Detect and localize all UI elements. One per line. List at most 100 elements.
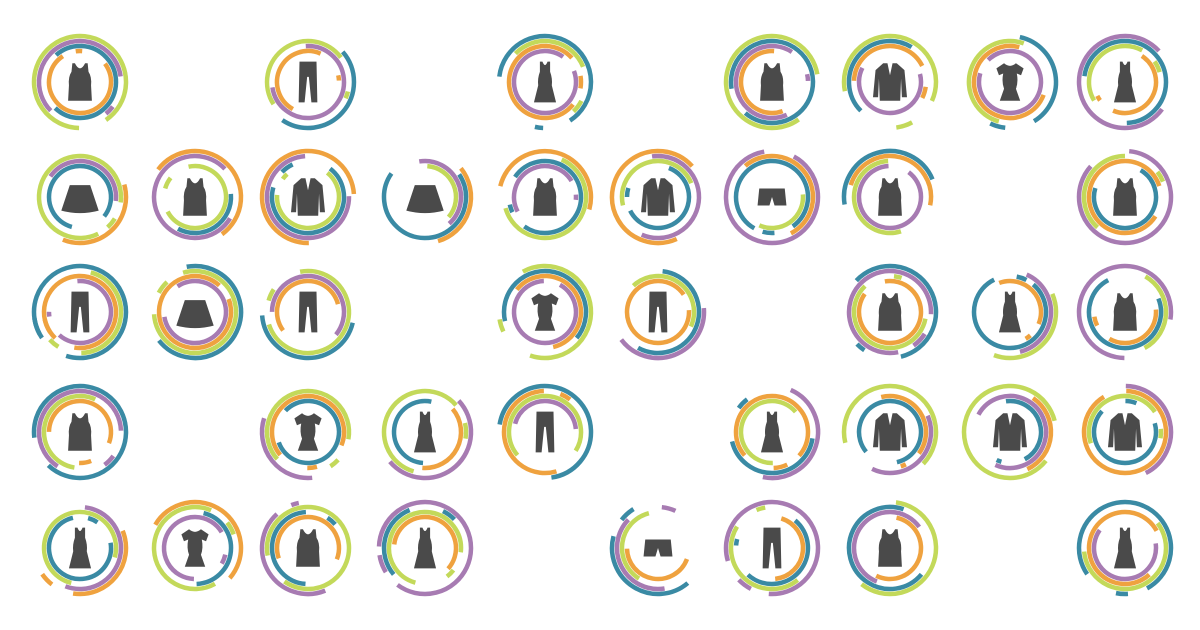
- ring-arc-lime: [841, 33, 939, 102]
- ring-arc-teal: [856, 398, 924, 465]
- ring-arc-lime: [381, 388, 458, 474]
- garment-badge-tank: [1076, 148, 1174, 246]
- garment-badge-tank: [723, 33, 820, 131]
- ring-tick-purple: [988, 51, 1000, 60]
- ring-tick-teal: [1125, 398, 1138, 406]
- ring-arc-orange: [153, 499, 244, 580]
- garment-badge-jacket: [841, 383, 939, 476]
- ring-tick-teal: [32, 317, 42, 336]
- garment-badge-pants: [619, 269, 707, 361]
- ring-arc-lime: [151, 268, 239, 356]
- ring-arc-lime: [966, 38, 1025, 124]
- ring-arc-teal: [281, 50, 357, 131]
- ring-arc-purple: [161, 514, 224, 582]
- ring-arc-orange: [851, 43, 925, 81]
- ring-arc-orange: [46, 398, 114, 444]
- ring-arc-teal: [1082, 38, 1169, 126]
- garment-badge-tank: [846, 500, 939, 597]
- ring-arc-lime: [521, 263, 594, 361]
- jacket-icon: [873, 63, 907, 101]
- jacket-icon: [993, 413, 1027, 451]
- ring-arc-orange: [506, 43, 575, 121]
- ring-arc-purple: [856, 66, 924, 116]
- garment-badge-dress: [1076, 33, 1169, 131]
- jacket-icon: [641, 178, 675, 216]
- ring-tick-teal: [624, 187, 631, 198]
- ring-arc-teal: [381, 172, 469, 241]
- garment-badge-dress: [376, 499, 474, 597]
- ring-arc-teal: [259, 315, 355, 361]
- ring-tick-purple: [219, 554, 228, 565]
- ring-arc-teal: [501, 268, 589, 340]
- garment-badge-jacket: [841, 33, 939, 130]
- garment-badge-tank: [1076, 263, 1174, 361]
- ring-tick-teal: [1016, 274, 1028, 283]
- ring-tick-purple: [377, 554, 388, 574]
- ring-arc-purple: [418, 158, 464, 226]
- ring-arc-teal: [1076, 499, 1174, 591]
- garment-badge-tank: [846, 263, 939, 359]
- ring-arc-orange: [875, 515, 924, 582]
- ring-arc-lime: [961, 383, 1057, 481]
- garment-badge-skirt: [381, 158, 474, 244]
- tank-top-icon: [1113, 293, 1137, 331]
- ring-arc-orange: [1026, 396, 1054, 472]
- ring-arc-lime: [274, 171, 342, 231]
- ring-tick-orange: [226, 298, 233, 306]
- ring-arc-lime: [266, 268, 352, 356]
- ring-arc-purple: [856, 163, 924, 231]
- ring-tick-teal: [989, 121, 1006, 130]
- garment-badge-jacket: [609, 148, 702, 246]
- garment-badge-tee-dress: [151, 499, 244, 592]
- ring-arc-orange: [848, 153, 934, 206]
- pants-icon: [70, 291, 90, 333]
- ring-arc-teal: [609, 535, 690, 597]
- ring-tick-purple: [737, 578, 752, 591]
- ring-tick-lime: [156, 280, 169, 294]
- long-dress-icon: [533, 61, 557, 103]
- ring-arc-purple: [762, 387, 821, 481]
- ring-arc-teal: [1086, 278, 1164, 351]
- ring-arc-purple: [259, 512, 327, 597]
- garment-badge-dress: [729, 387, 821, 481]
- ring-tick-lime: [329, 458, 340, 469]
- ring-tick-lime: [1158, 428, 1164, 439]
- ring-tick-lime: [1155, 170, 1166, 183]
- ring-arc-purple: [1076, 33, 1164, 131]
- garment-badge-tank: [31, 33, 129, 131]
- ring-arc-teal: [497, 33, 594, 123]
- garment-badge-tank: [259, 500, 352, 597]
- pants-icon: [298, 61, 318, 103]
- ring-arc-orange: [41, 273, 119, 351]
- ring-tick-lime: [343, 90, 351, 100]
- garment-badge-jacket: [1081, 383, 1174, 476]
- ring-arc-orange: [274, 278, 341, 332]
- ring-tick-lime: [106, 217, 117, 229]
- ring-arc-lime: [1081, 153, 1126, 230]
- ring-arc-lime: [264, 504, 352, 592]
- ring-arc-lime: [506, 393, 584, 457]
- ring-arc-lime: [1086, 43, 1144, 102]
- ring-arc-purple: [512, 398, 579, 430]
- garment-badge-tank: [498, 148, 594, 241]
- tank-top-icon: [68, 413, 92, 451]
- ring-arc-orange: [156, 273, 234, 351]
- skirt-icon: [176, 300, 214, 329]
- long-dress-icon: [413, 411, 437, 453]
- ring-tick-purple: [912, 332, 927, 348]
- ring-tick-purple: [103, 454, 116, 467]
- ring-arc-lime: [619, 158, 694, 206]
- ring-arc-orange: [437, 166, 474, 244]
- ring-arc-orange: [1081, 388, 1169, 476]
- ring-arc-orange: [498, 148, 594, 211]
- ring-tick-lime: [462, 422, 469, 440]
- garment-badge-shorts: [609, 504, 690, 597]
- ring-arc-orange: [274, 48, 322, 112]
- ring-arc-purple: [846, 268, 934, 356]
- ring-tick-orange: [578, 75, 584, 89]
- ring-tick-orange: [920, 86, 928, 100]
- ring-arc-purple: [511, 278, 579, 346]
- ring-arc-teal: [269, 166, 347, 236]
- ring-tick-lime: [445, 568, 456, 579]
- ring-arc-lime: [723, 33, 820, 131]
